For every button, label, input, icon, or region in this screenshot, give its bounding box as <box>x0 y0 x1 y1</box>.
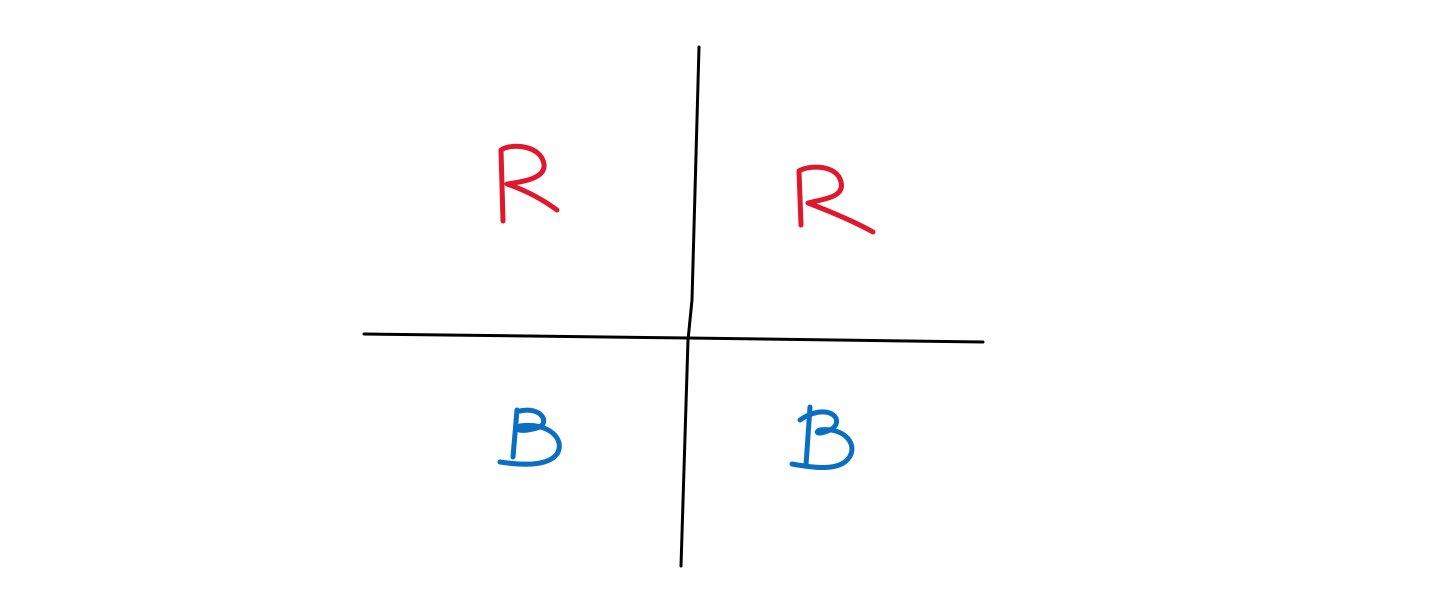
handwritten-b-glyph <box>789 404 855 470</box>
handwritten-r-glyph <box>796 164 876 235</box>
handwritten-r-glyph <box>498 143 560 224</box>
vertical-axis <box>679 45 701 568</box>
quadrant-top-left-label: R <box>498 143 560 224</box>
quadrant-bottom-right-label: B <box>789 404 855 470</box>
horizontal-axis <box>362 332 985 344</box>
quadrant-bottom-left-label: B <box>497 407 562 467</box>
quadrant-bottom-left-letter: B <box>528 439 529 441</box>
quadrant-top-right-letter: R <box>830 204 831 206</box>
handwritten-b-glyph <box>497 407 562 467</box>
quadrant-bottom-right-letter: B <box>822 439 823 441</box>
quadrant-top-right-label: R <box>796 164 876 235</box>
